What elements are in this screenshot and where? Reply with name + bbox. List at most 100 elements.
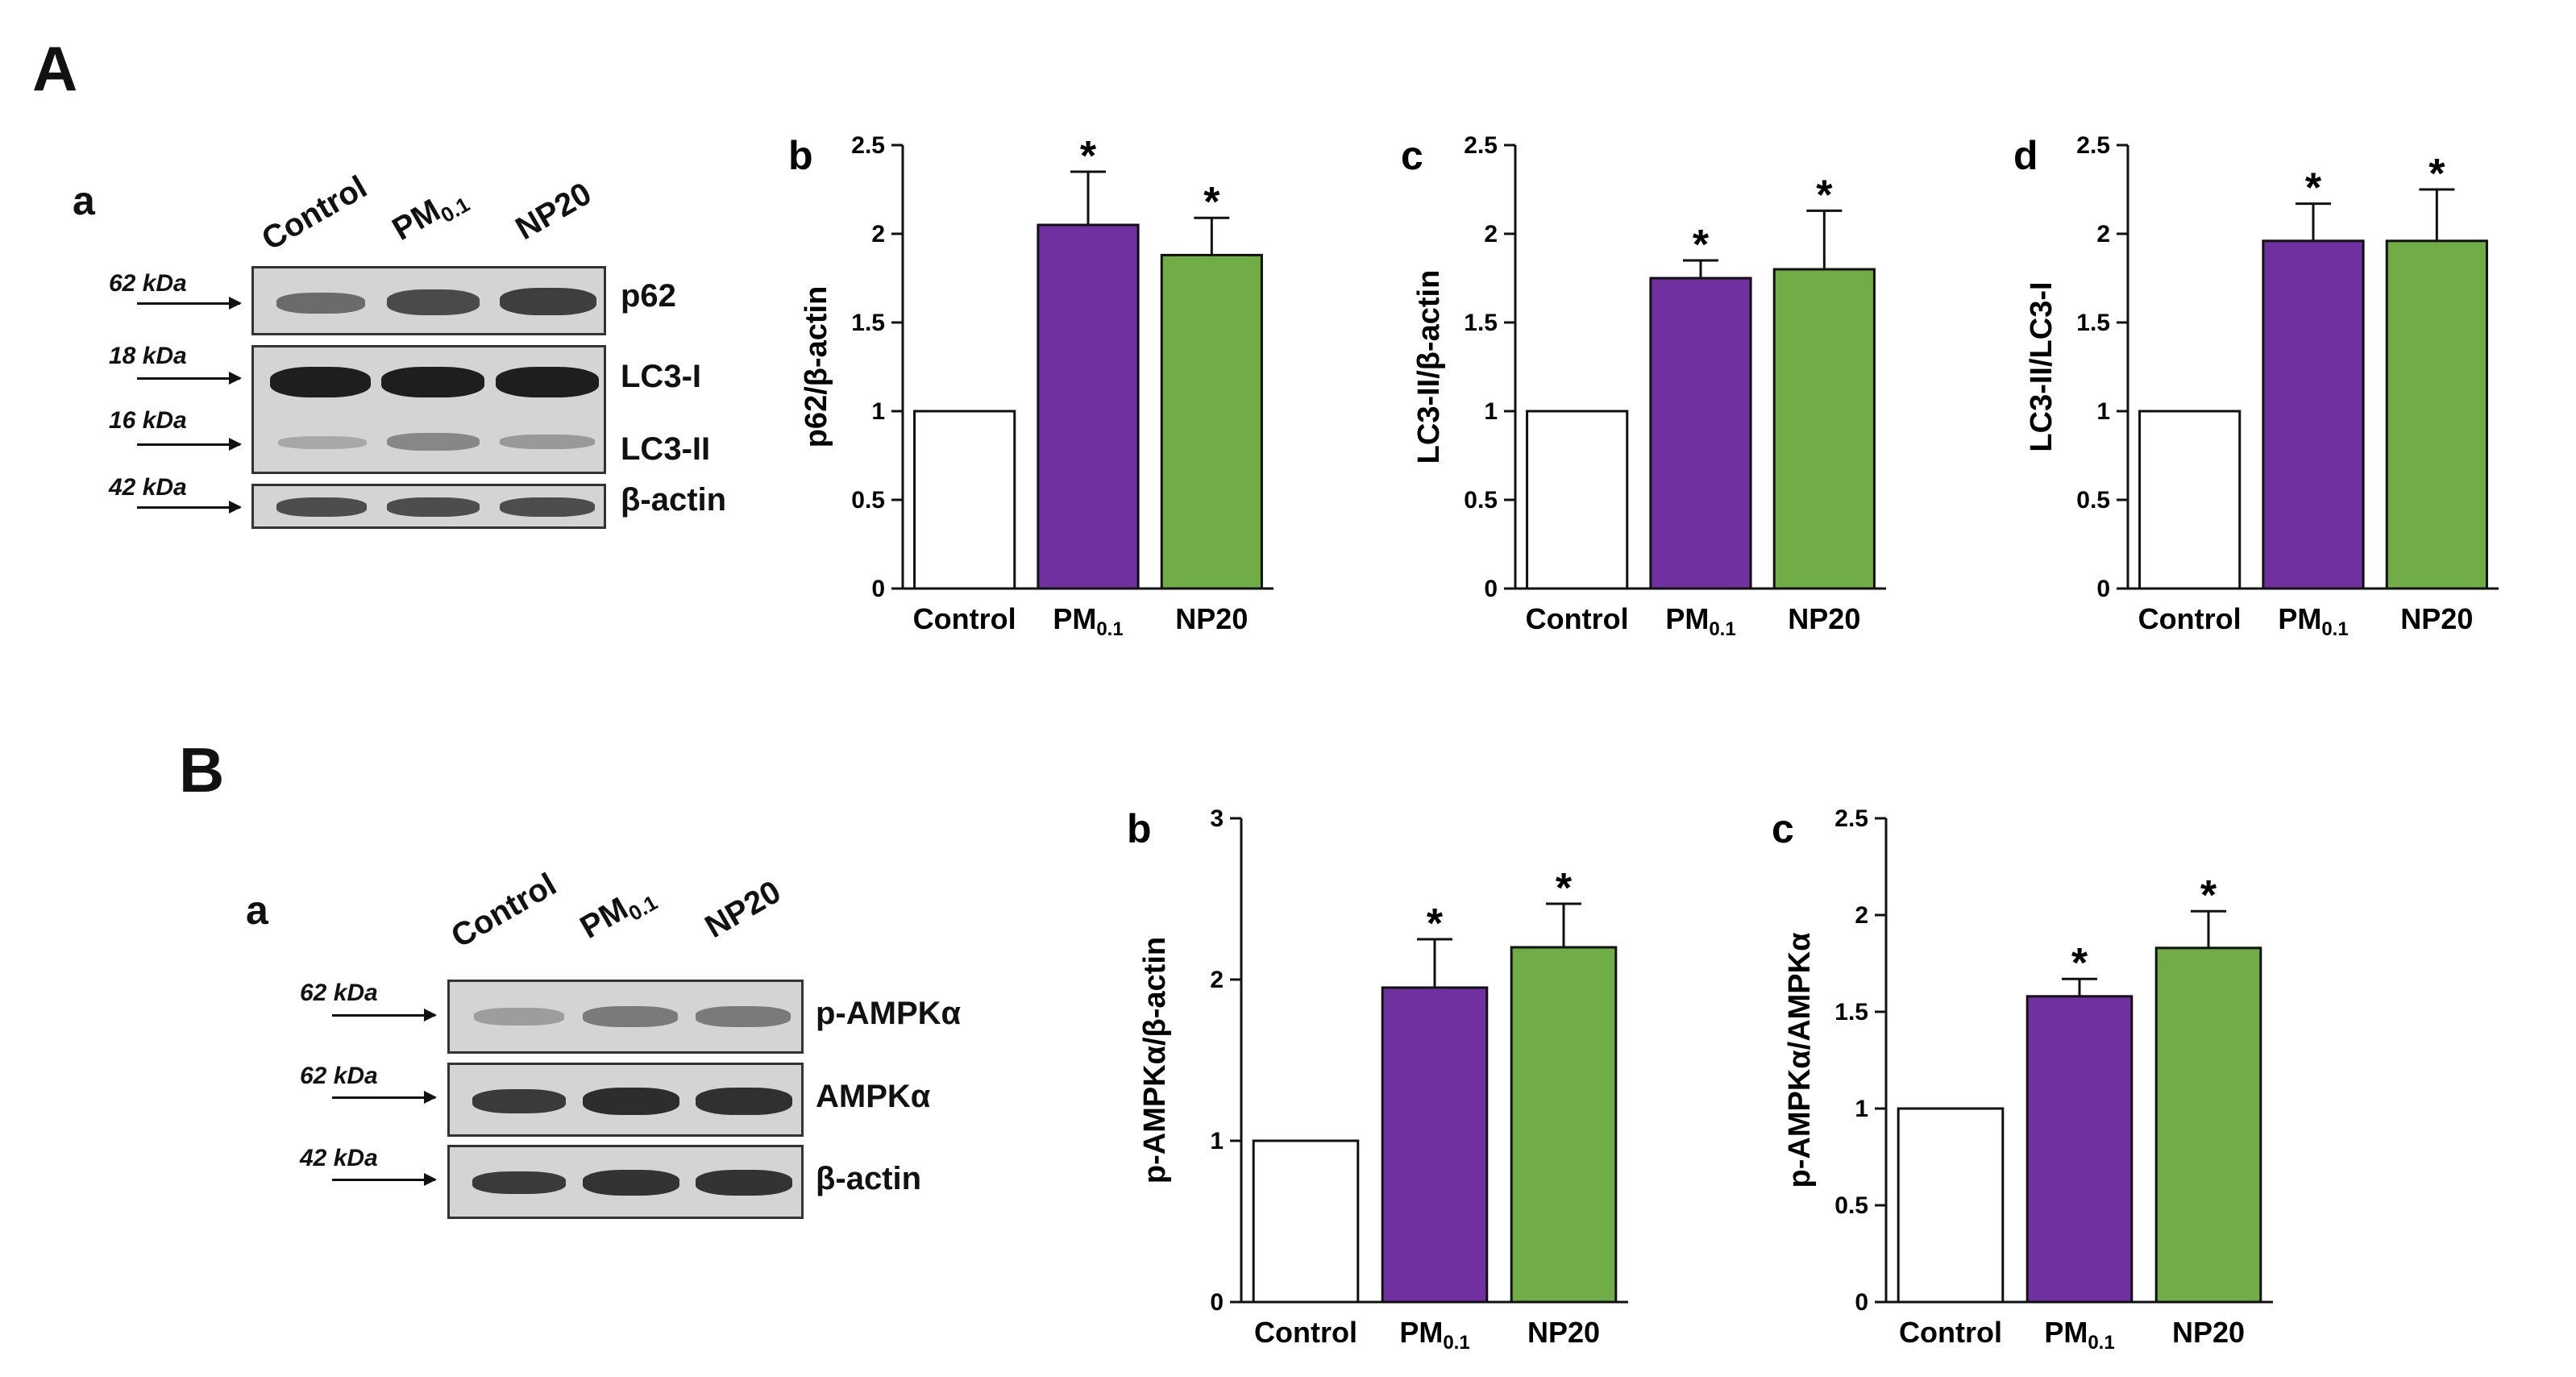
category-label: PM0.1 <box>1399 1316 1469 1354</box>
chart-letter: b <box>788 133 813 178</box>
significance-star: * <box>1203 179 1220 226</box>
y-tick-label: 2 <box>1855 902 1868 929</box>
bar <box>1649 277 1752 590</box>
blot-a-name-3: LC3-II <box>621 431 711 467</box>
y-tick-label: 1.5 <box>851 310 885 336</box>
y-axis-label: p62/β-actin <box>800 286 833 448</box>
category-label: PM0.1 <box>2044 1316 2114 1354</box>
blot-b-kda-3: 42 kDa <box>300 1145 378 1171</box>
y-tick-label: 2 <box>1484 221 1498 248</box>
blot-a-strip-actin <box>251 484 606 529</box>
significance-star: * <box>1080 133 1097 180</box>
blot-a-lane-control: Control <box>256 168 373 258</box>
blot-a-letter: a <box>73 178 95 223</box>
blot-b-strip-ampk <box>447 1063 804 1137</box>
blot-b-kda-2: 62 kDa <box>300 1063 378 1089</box>
y-tick-label: 2.5 <box>851 132 885 159</box>
category-label: PM0.1 <box>1665 602 1735 640</box>
y-tick-label: 3 <box>1210 805 1224 832</box>
bar <box>1510 946 1618 1304</box>
chart-b-b: b 0 1 2 3 p-AMPKα/β-actin Control * PM0.1 * NP20 <box>1127 805 1628 1354</box>
bar <box>1772 268 1876 590</box>
y-tick-label: 1 <box>1210 1128 1224 1154</box>
blot-b-arrow-2 <box>332 1091 437 1104</box>
blot-a-lane-pm: PM0.1 <box>386 192 474 248</box>
chart-a-b: b 0 0.5 1 1.5 2 2.5 p62/β-actin Control * PM0.1 * NP… <box>788 132 1273 640</box>
bar <box>1037 223 1140 590</box>
blot-b-name-2: AMPKα <box>816 1079 931 1114</box>
y-axis-label: LC3-II/β-actin <box>1412 270 1446 464</box>
blot-a-name-1: p62 <box>621 278 676 314</box>
category-label: Control <box>913 602 1016 635</box>
category-label: NP20 <box>1527 1316 1600 1349</box>
y-tick-label: 0 <box>871 576 885 602</box>
category-label: NP20 <box>1788 602 1860 635</box>
panel-letter-a: A <box>32 33 78 104</box>
blot-b-letter: a <box>246 888 268 933</box>
blot-a-arrow-4 <box>137 501 242 514</box>
bar <box>2138 410 2242 590</box>
significance-star: * <box>2071 940 2088 987</box>
y-tick-label: 1.5 <box>1834 999 1868 1025</box>
bar <box>1381 986 1489 1304</box>
blot-a-kda-4: 42 kDa <box>109 474 187 501</box>
blot-b-lane-np20: NP20 <box>699 873 787 946</box>
y-tick-label: 1 <box>1855 1096 1868 1122</box>
category-label: NP20 <box>2400 602 2473 635</box>
y-tick-label: 1 <box>871 398 885 425</box>
bar <box>913 410 1016 590</box>
category-label: Control <box>1899 1316 2002 1349</box>
category-label: Control <box>1254 1316 1357 1349</box>
significance-star: * <box>1816 172 1833 218</box>
blot-a-arrow-2 <box>137 372 242 385</box>
chart-letter: b <box>1127 806 1152 851</box>
significance-star: * <box>1556 865 1573 912</box>
y-axis-label: p-AMPKα/β-actin <box>1138 937 1172 1184</box>
bar <box>2385 239 2488 590</box>
y-tick-label: 0.5 <box>851 487 885 514</box>
chart-a-c: c 0 0.5 1 1.5 2 2.5 LC3-II/β-actin Control * PM0.1… <box>1401 132 1886 640</box>
blot-a-name-4: β-actin <box>621 482 727 518</box>
y-tick-label: 1.5 <box>2076 310 2110 336</box>
blot-b-name-1: p-AMPKα <box>816 996 962 1031</box>
blot-b-lane-pm: PM0.1 <box>574 890 662 946</box>
blot-a-name-2: LC3-I <box>621 359 701 394</box>
blot-b-arrow-3 <box>332 1173 437 1186</box>
chart-letter: d <box>2013 133 2038 178</box>
blot-b-arrow-1 <box>332 1009 437 1021</box>
y-axis-label: p-AMPKα/AMPKα <box>1783 933 1817 1188</box>
y-tick-label: 0 <box>1855 1289 1868 1316</box>
chart-letter: c <box>1772 806 1794 851</box>
y-tick-label: 0 <box>2096 576 2110 602</box>
bar <box>1160 253 1263 590</box>
blot-a-strip-lc3 <box>251 345 606 474</box>
chart-a-d: d 0 0.5 1 1.5 2 2.5 LC3-II/LC3-I Control * PM0.1 * N… <box>2013 132 2499 640</box>
blot-a-kda-2: 18 kDa <box>109 343 187 369</box>
blot-a-arrow-1 <box>137 297 242 310</box>
significance-star: * <box>2305 165 2322 212</box>
category-label: NP20 <box>1175 602 1248 635</box>
category-label: Control <box>1526 602 1629 635</box>
y-axis-label: LC3-II/LC3-I <box>2025 281 2059 451</box>
y-tick-label: 2.5 <box>1464 132 1498 159</box>
blot-b-name-3: β-actin <box>816 1161 922 1196</box>
category-label: PM0.1 <box>1053 602 1123 640</box>
bar <box>2262 239 2365 590</box>
blot-b-kda-1: 62 kDa <box>300 980 378 1006</box>
bar <box>2025 995 2134 1304</box>
y-tick-label: 0.5 <box>2076 487 2110 514</box>
y-tick-label: 0 <box>1210 1289 1224 1316</box>
y-tick-label: 0.5 <box>1834 1192 1868 1219</box>
significance-star: * <box>2429 151 2445 198</box>
blot-b-strip-pampk <box>447 980 804 1054</box>
y-tick-label: 2.5 <box>2076 132 2110 159</box>
blot-a-lane-np20: NP20 <box>509 175 598 248</box>
y-tick-label: 2 <box>2096 221 2110 248</box>
bar <box>1897 1107 2005 1304</box>
panel-letter-b: B <box>179 734 225 805</box>
category-label: Control <box>2138 602 2242 635</box>
y-tick-label: 1 <box>1484 398 1498 425</box>
blot-b-strip-actin <box>447 1145 804 1219</box>
y-tick-label: 2 <box>1210 967 1224 993</box>
category-label: NP20 <box>2172 1316 2245 1349</box>
